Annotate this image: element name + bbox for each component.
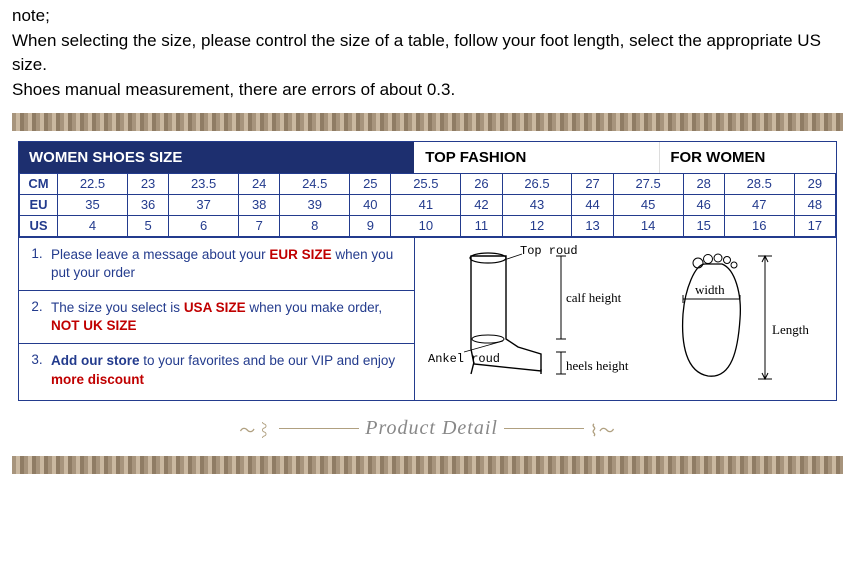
size-cell: 24 [239, 173, 280, 194]
size-cell: 29 [794, 173, 835, 194]
note-item-3: 3. Add our store to your favorites and b… [19, 344, 414, 396]
header-women-shoes-size: WOMEN SHOES SIZE [19, 142, 415, 173]
size-cell: 5 [127, 215, 168, 236]
size-cell: 8 [280, 215, 350, 236]
size-cell: 28 [683, 173, 724, 194]
note-line-2: Shoes manual measurement, there are erro… [12, 78, 843, 103]
size-cell: 15 [683, 215, 724, 236]
product-detail-heading: 〜⌇ Product Detail ⌇〜 [0, 417, 855, 442]
size-cell: 17 [794, 215, 835, 236]
size-cell: 4 [58, 215, 128, 236]
size-table: CM22.52323.52424.52525.52626.52727.52828… [19, 173, 836, 237]
size-cell: 41 [391, 194, 461, 215]
size-row-eu: EU3536373839404142434445464748 [20, 194, 836, 215]
size-cell: 26.5 [502, 173, 572, 194]
note-item-2: 2. The size you select is USA SIZE when … [19, 291, 414, 344]
size-cell: 38 [239, 194, 280, 215]
size-cell: 27.5 [613, 173, 683, 194]
size-cell: 13 [572, 215, 613, 236]
size-cell: 44 [572, 194, 613, 215]
note-line-1: When selecting the size, please control … [12, 29, 843, 78]
size-cell: 24.5 [280, 173, 350, 194]
swirl-right-icon: ⌇〜 [590, 417, 616, 441]
size-cell: 39 [280, 194, 350, 215]
note-num-1: 1. [23, 246, 51, 282]
chart-header-row: WOMEN SHOES SIZE TOP FASHION FOR WOMEN [19, 142, 836, 173]
size-row-us: US4567891011121314151617 [20, 215, 836, 236]
size-cell: 26 [461, 173, 502, 194]
foot-diagram: width Length [650, 244, 825, 394]
size-cell: 25.5 [391, 173, 461, 194]
size-cell: 7 [239, 215, 280, 236]
note-num-3: 3. [23, 352, 51, 388]
size-cell: 23 [127, 173, 168, 194]
unit-cell-cm: CM [20, 173, 58, 194]
note-num-2: 2. [23, 299, 51, 335]
size-cell: 11 [461, 215, 502, 236]
note-title: note; [12, 4, 843, 29]
header-for-women: FOR WOMEN [660, 142, 836, 173]
label-length: Length [772, 322, 809, 337]
size-cell: 9 [350, 215, 391, 236]
boot-diagram: Top roud Ankel roud calf height heels he… [426, 244, 636, 394]
label-top-roud: Top roud [520, 244, 578, 258]
size-cell: 42 [461, 194, 502, 215]
size-cell: 40 [350, 194, 391, 215]
size-cell: 22.5 [58, 173, 128, 194]
line-right [504, 428, 584, 429]
size-cell: 10 [391, 215, 461, 236]
divider-bottom [12, 456, 843, 474]
size-cell: 47 [724, 194, 794, 215]
size-cell: 36 [127, 194, 168, 215]
size-cell: 35 [58, 194, 128, 215]
size-cell: 48 [794, 194, 835, 215]
note-item-1: 1. Please leave a message about your EUR… [19, 238, 414, 291]
unit-cell-us: US [20, 215, 58, 236]
header-top-fashion: TOP FASHION [415, 142, 660, 173]
size-cell: 27 [572, 173, 613, 194]
label-heels-height: heels height [566, 358, 629, 373]
label-calf-height: calf height [566, 290, 622, 305]
size-cell: 43 [502, 194, 572, 215]
note-block: note; When selecting the size, please co… [0, 0, 855, 111]
size-cell: 28.5 [724, 173, 794, 194]
swirl-left-icon: 〜⌇ [239, 417, 273, 441]
label-ankel-roud: Ankel roud [428, 352, 500, 366]
diagram-column: Top roud Ankel roud calf height heels he… [415, 238, 836, 400]
unit-cell-eu: EU [20, 194, 58, 215]
size-cell: 46 [683, 194, 724, 215]
note-text-3: Add our store to your favorites and be o… [51, 352, 404, 388]
size-cell: 14 [613, 215, 683, 236]
size-cell: 25 [350, 173, 391, 194]
line-left [279, 428, 359, 429]
size-cell: 12 [502, 215, 572, 236]
label-width: width [695, 282, 725, 297]
size-cell: 16 [724, 215, 794, 236]
note-text-2: The size you select is USA SIZE when you… [51, 299, 404, 335]
size-cell: 23.5 [169, 173, 239, 194]
notes-column: 1. Please leave a message about your EUR… [19, 238, 415, 400]
size-row-cm: CM22.52323.52424.52525.52626.52727.52828… [20, 173, 836, 194]
size-cell: 6 [169, 215, 239, 236]
note-text-1: Please leave a message about your EUR SI… [51, 246, 404, 282]
size-cell: 45 [613, 194, 683, 215]
chart-bottom-row: 1. Please leave a message about your EUR… [19, 237, 836, 400]
product-detail-text: Product Detail [365, 417, 498, 440]
size-cell: 37 [169, 194, 239, 215]
size-chart: WOMEN SHOES SIZE TOP FASHION FOR WOMEN C… [18, 141, 837, 401]
divider-top [12, 113, 843, 131]
